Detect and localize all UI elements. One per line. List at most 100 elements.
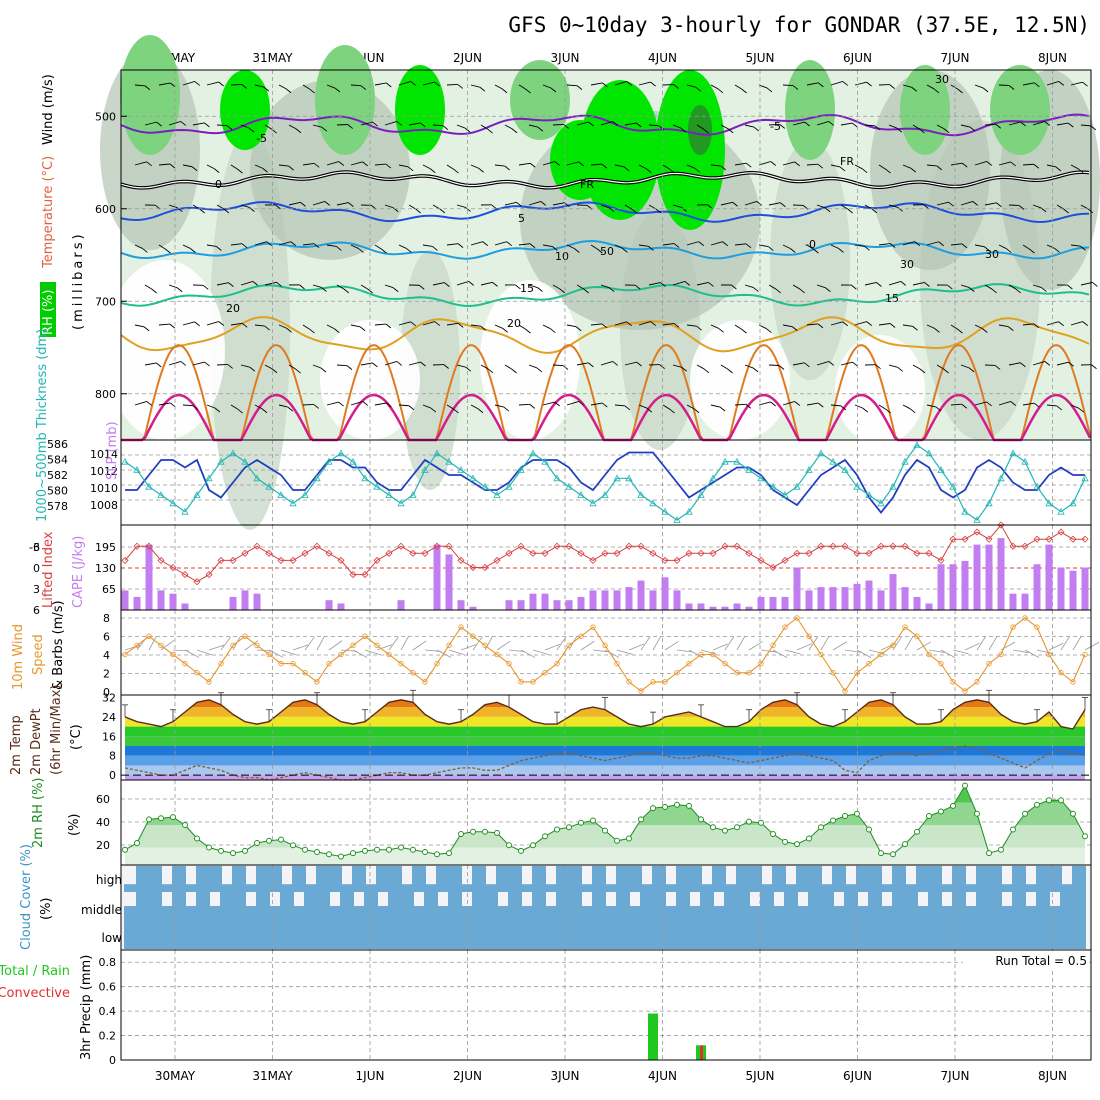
rh2m-point <box>218 847 224 854</box>
wind-barb <box>170 402 176 408</box>
wind-barb <box>866 81 872 87</box>
wind-barb <box>216 124 228 127</box>
rh2m-point <box>710 824 716 831</box>
rh-contour <box>688 105 712 155</box>
cloud-cell-low <box>904 920 918 949</box>
wind10m-barb <box>640 636 651 651</box>
thickness-point <box>505 482 513 490</box>
cloud-cell-low <box>196 920 210 949</box>
wind-barb <box>638 244 649 247</box>
wind-barb <box>817 163 824 169</box>
cloud-cell-middle <box>808 892 822 920</box>
rh2m-point <box>1058 797 1064 804</box>
wind-barb <box>263 86 270 92</box>
cloud-cell-low <box>544 920 558 949</box>
wind-barb <box>601 163 608 169</box>
wind-barb <box>528 284 538 288</box>
wind-barb <box>347 124 353 129</box>
cloud-cell-middle <box>316 892 330 920</box>
wind-barb <box>804 121 810 127</box>
lifted-index-point <box>181 571 189 579</box>
wind-barb <box>288 165 294 171</box>
wind-barb <box>1070 244 1081 247</box>
cloud-cell-low <box>148 920 162 949</box>
panel4-series <box>122 615 1100 694</box>
cape-bar <box>937 564 945 610</box>
cape-bar <box>793 567 801 610</box>
thickness-point <box>805 466 813 473</box>
wind-barb <box>168 204 178 209</box>
cloud-cell-low <box>484 920 498 949</box>
wind-barb <box>465 366 472 372</box>
cloud-cell-low <box>712 920 726 949</box>
cloud-cell-low <box>448 920 462 949</box>
contour-label: 20 <box>507 317 521 330</box>
wind-label: Wind (m/s) <box>41 74 56 145</box>
wind-barb <box>734 243 747 246</box>
wind-barb <box>446 404 454 410</box>
panel8-frame <box>120 949 1092 1061</box>
millibars-label: (millibars) <box>71 231 86 330</box>
wind-barb <box>936 165 943 171</box>
wind-barb <box>540 201 547 206</box>
cloud-cell-low <box>460 920 474 949</box>
wind-barb <box>888 280 901 286</box>
cloud-cell-middle <box>952 892 966 920</box>
thickness-point <box>301 491 309 498</box>
wind-barb <box>782 401 795 406</box>
wind10m-point <box>1022 615 1028 621</box>
cloud-cell-high <box>616 866 630 892</box>
wind10m-point <box>194 670 200 676</box>
wind-barb <box>792 85 799 90</box>
wind-barb <box>302 162 315 166</box>
wind10m-barb <box>376 644 393 651</box>
lifted-index-point <box>265 549 273 557</box>
wind-barb <box>842 81 849 86</box>
wind-barb <box>191 166 198 172</box>
cloud-cell-low <box>400 920 414 949</box>
wind-barb <box>216 246 222 251</box>
cloud-cell-low <box>364 920 378 949</box>
wind-barb <box>442 125 449 131</box>
wind-barb <box>957 88 963 94</box>
cloud-cell-low <box>1012 920 1026 949</box>
wind-barb <box>1010 401 1017 406</box>
cloud-cell-middle <box>880 906 894 920</box>
wind10m-label-line: & Barbs (m/s) <box>51 600 66 690</box>
cape-bar <box>517 600 525 610</box>
cape-bar <box>973 544 981 610</box>
thickness-point <box>901 457 909 465</box>
wind-barb <box>936 201 949 206</box>
wind-barb <box>350 161 363 166</box>
rh2m-point <box>422 849 428 855</box>
wind-barb <box>360 284 368 290</box>
pressure-tick: 600 <box>95 203 116 216</box>
lifted-index-point <box>625 542 633 550</box>
wind-barb <box>275 204 281 210</box>
wind10m-tick: 8 <box>103 612 110 625</box>
cloud-cell-low <box>232 920 246 949</box>
lifted-index-point <box>397 542 405 550</box>
wind10m-point <box>902 624 908 630</box>
wind-barb <box>504 201 517 206</box>
cloud-cell-middle <box>280 892 294 920</box>
wind-barb <box>168 284 178 289</box>
wind-barb <box>734 403 746 406</box>
wind-barb <box>660 282 666 287</box>
wind10m-point <box>506 660 512 667</box>
wind-barb <box>590 323 602 326</box>
wind-barb <box>312 200 325 206</box>
wind-barb <box>536 367 543 373</box>
wind10m-barb <box>892 636 903 651</box>
wind-barb <box>134 401 147 406</box>
cloud-cell-high <box>244 884 258 892</box>
wind10m-point <box>734 670 740 676</box>
wind10m-barb <box>844 649 861 653</box>
cape-bar <box>733 603 741 610</box>
cloud-cell-low <box>1048 920 1062 949</box>
wind10m-barb <box>580 640 595 651</box>
wind-barb <box>407 166 414 172</box>
wind-barb <box>518 243 531 246</box>
